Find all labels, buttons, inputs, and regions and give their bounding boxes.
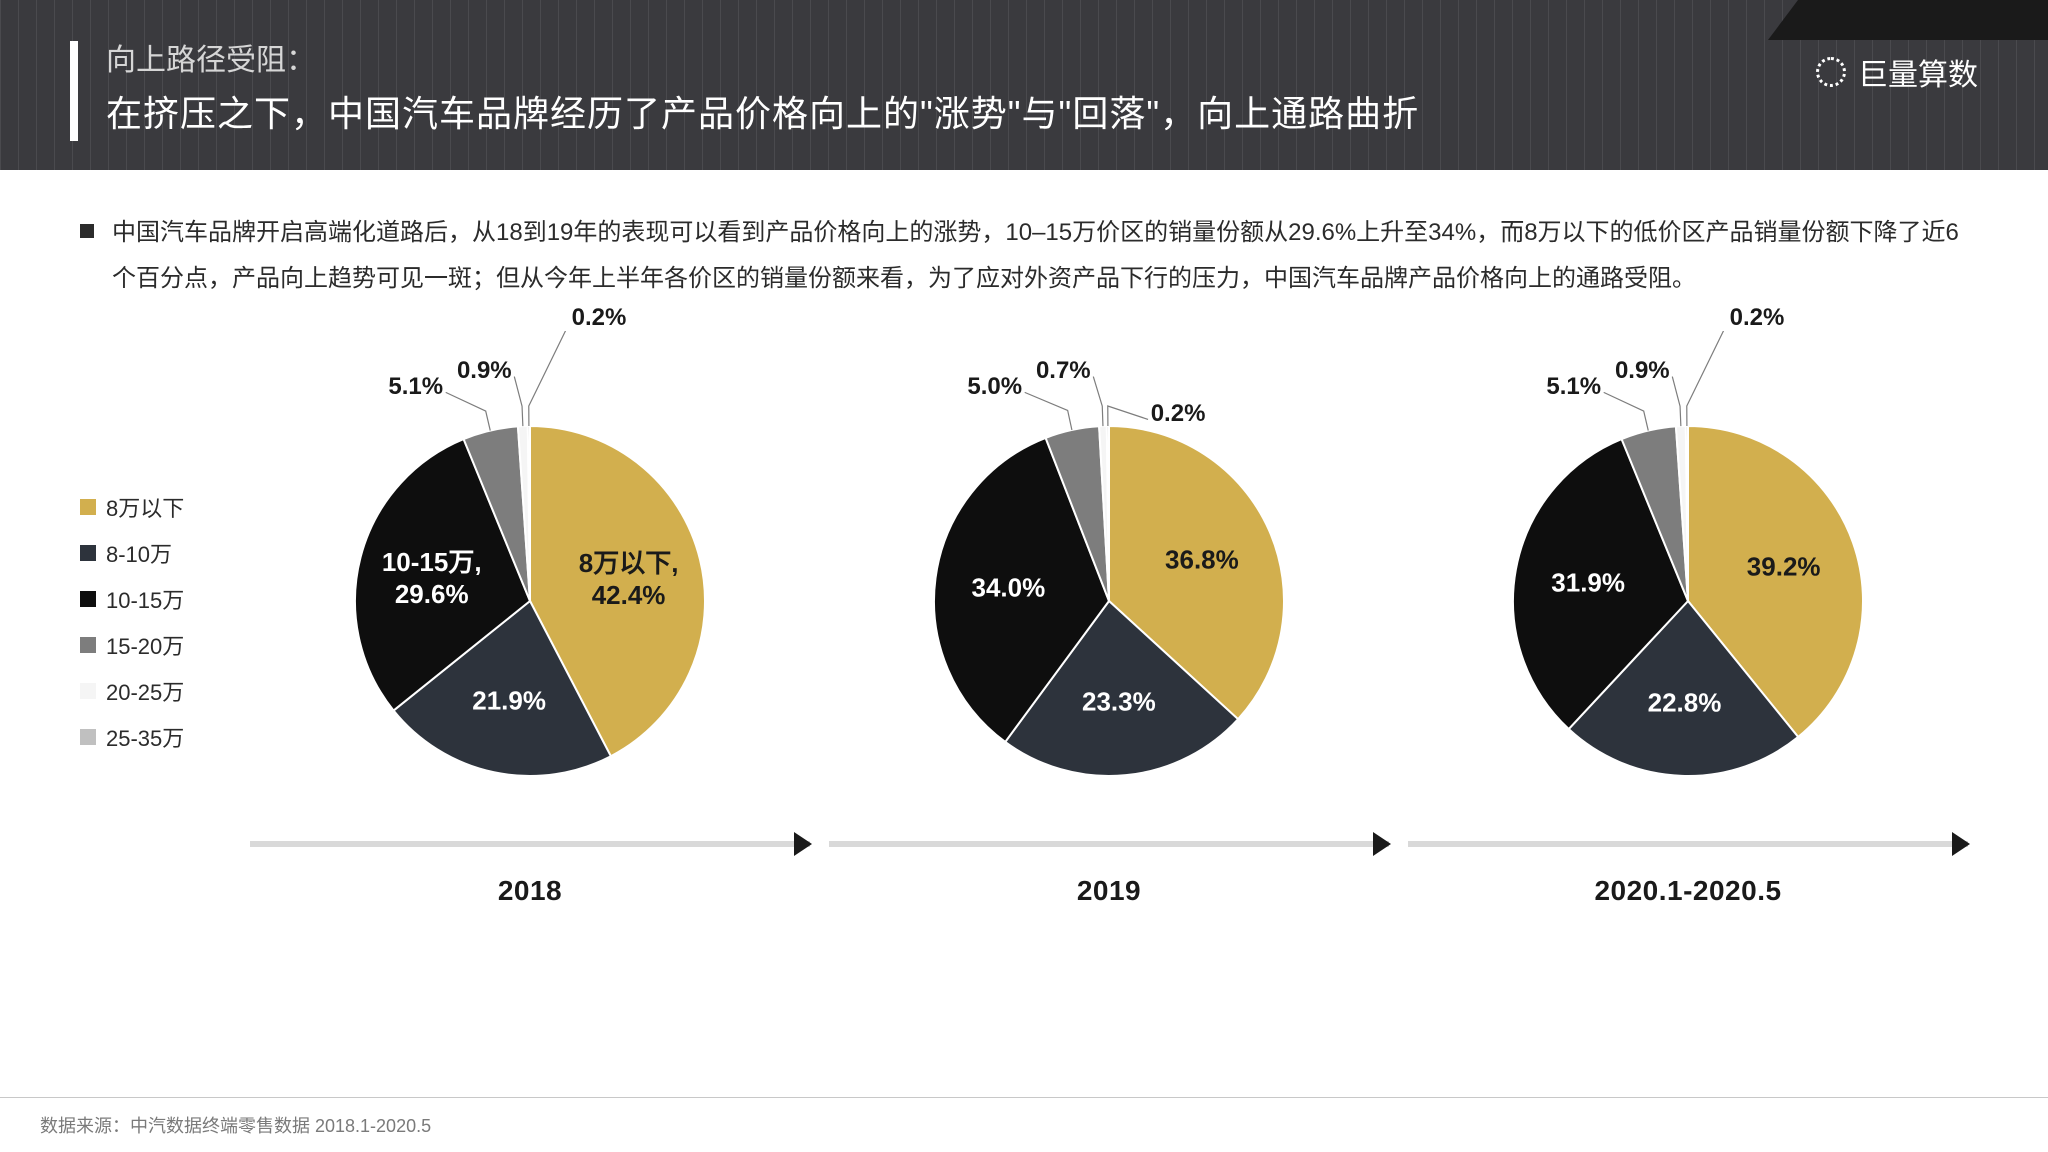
year-label: 2018 bbox=[498, 875, 562, 907]
pie-slice-label: 0.9% bbox=[1615, 357, 1670, 385]
brand: 巨量算数 bbox=[1816, 50, 1978, 94]
pie-slice-label: 5.1% bbox=[388, 373, 443, 401]
legend-swatch bbox=[80, 637, 96, 653]
pie-slice-label: 0.2% bbox=[1151, 400, 1206, 428]
footer-source: 数据来源：中汽数据终端零售数据 2018.1-2020.5 bbox=[0, 1097, 2048, 1152]
year-label: 2020.1-2020.5 bbox=[1594, 875, 1781, 907]
legend-item: 25-35万 bbox=[80, 721, 250, 753]
pie-slice-label: 39.2% bbox=[1747, 552, 1821, 583]
chart-column: 8万以下,42.4%21.9%10-15万,29.6%5.1%0.9%0.2%2… bbox=[250, 331, 810, 907]
header-band: 向上路径受阻： 在挤压之下，中国汽车品牌经历了产品价格向上的"涨势"与"回落"，… bbox=[0, 0, 2048, 170]
pie-slice-label: 5.1% bbox=[1546, 373, 1601, 401]
header-subtitle: 向上路径受阻： bbox=[106, 35, 1978, 79]
legend-label: 8万以下 bbox=[106, 491, 184, 523]
brand-text: 巨量算数 bbox=[1858, 50, 1978, 94]
accent-bar bbox=[70, 41, 78, 141]
legend-swatch bbox=[80, 729, 96, 745]
body-paragraph: 中国汽车品牌开启高端化道路后，从18到19年的表现可以看到产品价格向上的涨势，1… bbox=[0, 170, 2048, 311]
legend-item: 8-10万 bbox=[80, 537, 250, 569]
pie-slice-label: 0.7% bbox=[1036, 357, 1091, 385]
legend-label: 20-25万 bbox=[106, 675, 184, 707]
legend-label: 8-10万 bbox=[106, 537, 172, 569]
legend-item: 10-15万 bbox=[80, 583, 250, 615]
chart-column: 39.2%22.8%31.9%5.1%0.9%0.2%2020.1-2020.5 bbox=[1408, 331, 1968, 907]
bullet-icon bbox=[80, 224, 94, 238]
pie-slice-label: 0.9% bbox=[457, 357, 512, 385]
timeline-arrow bbox=[1408, 841, 1968, 847]
pie-slice-label: 10-15万,29.6% bbox=[382, 542, 482, 610]
pie-slice-label: 36.8% bbox=[1165, 545, 1239, 576]
timeline-arrow bbox=[250, 841, 810, 847]
legend-swatch bbox=[80, 591, 96, 607]
year-label: 2019 bbox=[1077, 875, 1141, 907]
pie-chart: 36.8% 23.3% 34.0% 5.0% 0.7% 0.2% bbox=[849, 331, 1369, 831]
legend-swatch bbox=[80, 683, 96, 699]
legend-swatch bbox=[80, 499, 96, 515]
pie-slice-label: 5.0% bbox=[967, 373, 1022, 401]
header-title: 在挤压之下，中国汽车品牌经历了产品价格向上的"涨势"与"回落"，向上通路曲折 bbox=[106, 85, 1978, 137]
pie-slice-label: 8万以下,42.4% bbox=[579, 543, 679, 611]
charts-holder: 8万以下,42.4% 21.9% 10-15万,29.6% 5.1% 0.9% 0.2% 2… bbox=[250, 331, 1968, 907]
pie-slice-label: 21.9% bbox=[472, 685, 546, 716]
legend-item: 15-20万 bbox=[80, 629, 250, 661]
legend-label: 10-15万 bbox=[106, 583, 184, 615]
legend-label: 15-20万 bbox=[106, 629, 184, 661]
chart-column: 36.8% 23.3% 34.0% 5.0% 0.7% 0.2% 2019 bbox=[829, 331, 1389, 907]
header-notch bbox=[1768, 0, 2048, 40]
legend: 8万以下 8-10万 10-15万 15-20万 20-25万 25-35万 bbox=[80, 331, 250, 767]
pie-slice-label: 31.9% bbox=[1551, 567, 1625, 598]
pie-chart: 39.2%22.8%31.9%5.1%0.9%0.2% bbox=[1428, 331, 1948, 831]
pie-slice-label: 0.2% bbox=[572, 304, 627, 332]
paragraph-text: 中国汽车品牌开启高端化道路后，从18到19年的表现可以看到产品价格向上的涨势，1… bbox=[112, 210, 1968, 301]
legend-item: 8万以下 bbox=[80, 491, 250, 523]
legend-label: 25-35万 bbox=[106, 721, 184, 753]
timeline-arrow bbox=[829, 841, 1389, 847]
legend-swatch bbox=[80, 545, 96, 561]
charts-row: 8万以下 8-10万 10-15万 15-20万 20-25万 25-35万 8万以下,4… bbox=[0, 311, 2048, 907]
pie-slice-label: 0.2% bbox=[1730, 304, 1785, 332]
pie-chart: 8万以下,42.4%21.9%10-15万,29.6%5.1%0.9%0.2% bbox=[270, 331, 790, 831]
pie-slice-label: 34.0% bbox=[972, 572, 1046, 603]
legend-item: 20-25万 bbox=[80, 675, 250, 707]
pie-slice-label: 22.8% bbox=[1648, 687, 1722, 718]
pie-slice-label: 23.3% bbox=[1082, 687, 1156, 718]
brand-icon bbox=[1816, 57, 1846, 87]
